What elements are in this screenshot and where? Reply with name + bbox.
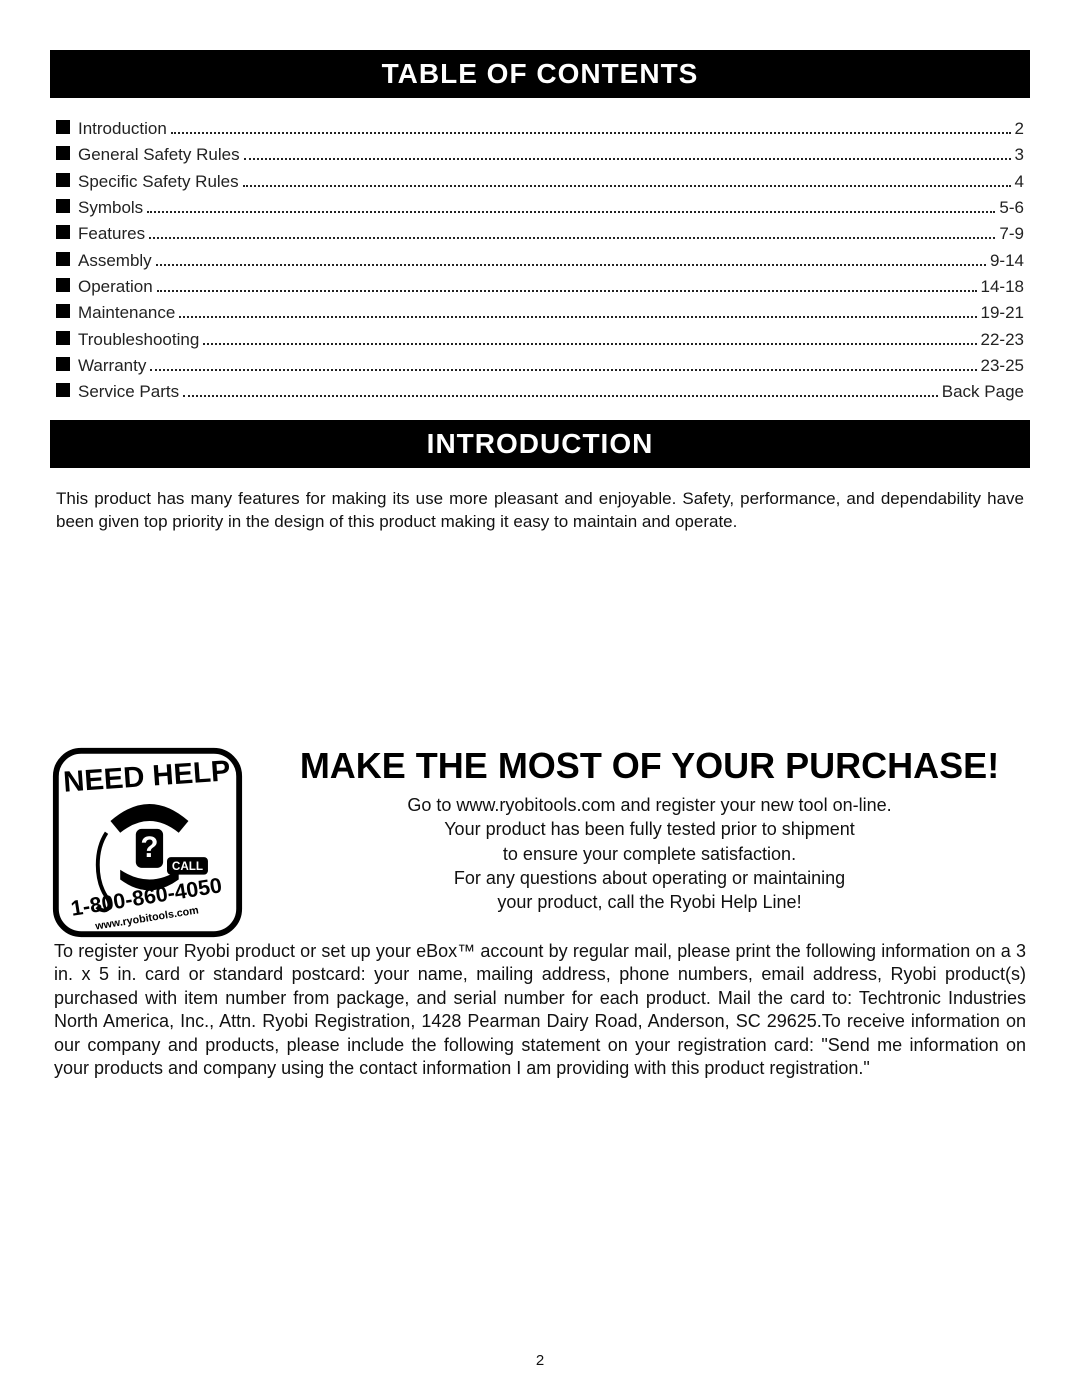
square-bullet-icon [56,120,70,134]
toc-label: Maintenance [78,300,175,326]
toc-page: 23-25 [981,353,1024,379]
svg-text:?: ? [141,832,159,864]
toc-page: 14-18 [981,274,1024,300]
toc-leader [244,145,1011,160]
toc-row: General Safety Rules 3 [56,142,1024,168]
square-bullet-icon [56,252,70,266]
toc-row: Introduction 2 [56,116,1024,142]
toc-leader [157,277,977,292]
square-bullet-icon [56,331,70,345]
toc-list: Introduction2General Safety Rules3Specif… [50,98,1030,420]
intro-header: INTRODUCTION [50,420,1030,468]
promo-lines: Go to www.ryobitools.com and register yo… [269,793,1030,914]
square-bullet-icon [56,146,70,160]
toc-leader [156,250,986,265]
toc-row: Assembly 9-14 [56,248,1024,274]
promo-line: Go to www.ryobitools.com and register yo… [269,793,1030,817]
square-bullet-icon [56,383,70,397]
square-bullet-icon [56,199,70,213]
toc-row: Operation 14-18 [56,274,1024,300]
toc-label: Features [78,221,145,247]
toc-leader [150,356,976,371]
toc-page: 7-9 [999,221,1024,247]
promo-line: to ensure your complete satisfaction. [269,842,1030,866]
phone-badge-icon: NEED HELP ? CALL 1-800-860-4050 www.ryob… [50,745,245,940]
toc-label: Introduction [78,116,167,142]
toc-label: Assembly [78,248,152,274]
badge-call-label: CALL [172,860,203,873]
toc-page: Back Page [942,379,1024,405]
square-bullet-icon [56,173,70,187]
promo-line: your product, call the Ryobi Help Line! [269,890,1030,914]
toc-page: 4 [1015,169,1024,195]
manual-page: TABLE OF CONTENTS Introduction2General S… [0,0,1080,1397]
toc-leader [147,198,995,213]
toc-page: 3 [1015,142,1024,168]
toc-page: 5-6 [999,195,1024,221]
toc-row: Troubleshooting 22-23 [56,327,1024,353]
toc-label: General Safety Rules [78,142,240,168]
promo-body: MAKE THE MOST OF YOUR PURCHASE! Go to ww… [269,745,1030,914]
promo-line: Your product has been fully tested prior… [269,817,1030,841]
toc-label: Troubleshooting [78,327,199,353]
toc-page: 22-23 [981,327,1024,353]
toc-leader [203,329,976,344]
toc-page: 9-14 [990,248,1024,274]
promo-line: For any questions about operating or mai… [269,866,1030,890]
toc-page: 2 [1015,116,1024,142]
registration-paragraph: To register your Ryobi product or set up… [54,940,1026,1080]
page-number: 2 [0,1352,1080,1369]
square-bullet-icon [56,304,70,318]
toc-label: Service Parts [78,379,179,405]
toc-row: Warranty 23-25 [56,353,1024,379]
toc-label: Symbols [78,195,143,221]
toc-leader [171,119,1011,134]
toc-row: Symbols 5-6 [56,195,1024,221]
toc-page: 19-21 [981,300,1024,326]
toc-header: TABLE OF CONTENTS [50,50,1030,98]
toc-label: Operation [78,274,153,300]
square-bullet-icon [56,278,70,292]
promo-block: NEED HELP ? CALL 1-800-860-4050 www.ryob… [50,745,1030,945]
need-help-badge: NEED HELP ? CALL 1-800-860-4050 www.ryob… [50,745,245,945]
square-bullet-icon [56,357,70,371]
toc-row: Specific Safety Rules 4 [56,169,1024,195]
toc-label: Warranty [78,353,146,379]
toc-row: Service Parts Back Page [56,379,1024,405]
square-bullet-icon [56,225,70,239]
promo-title: MAKE THE MOST OF YOUR PURCHASE! [269,745,1030,787]
intro-paragraph: This product has many features for makin… [50,468,1030,534]
toc-leader [179,303,976,318]
toc-leader [183,382,938,397]
toc-label: Specific Safety Rules [78,169,239,195]
toc-row: Features 7-9 [56,221,1024,247]
toc-row: Maintenance 19-21 [56,300,1024,326]
toc-leader [243,171,1011,186]
toc-leader [149,224,995,239]
